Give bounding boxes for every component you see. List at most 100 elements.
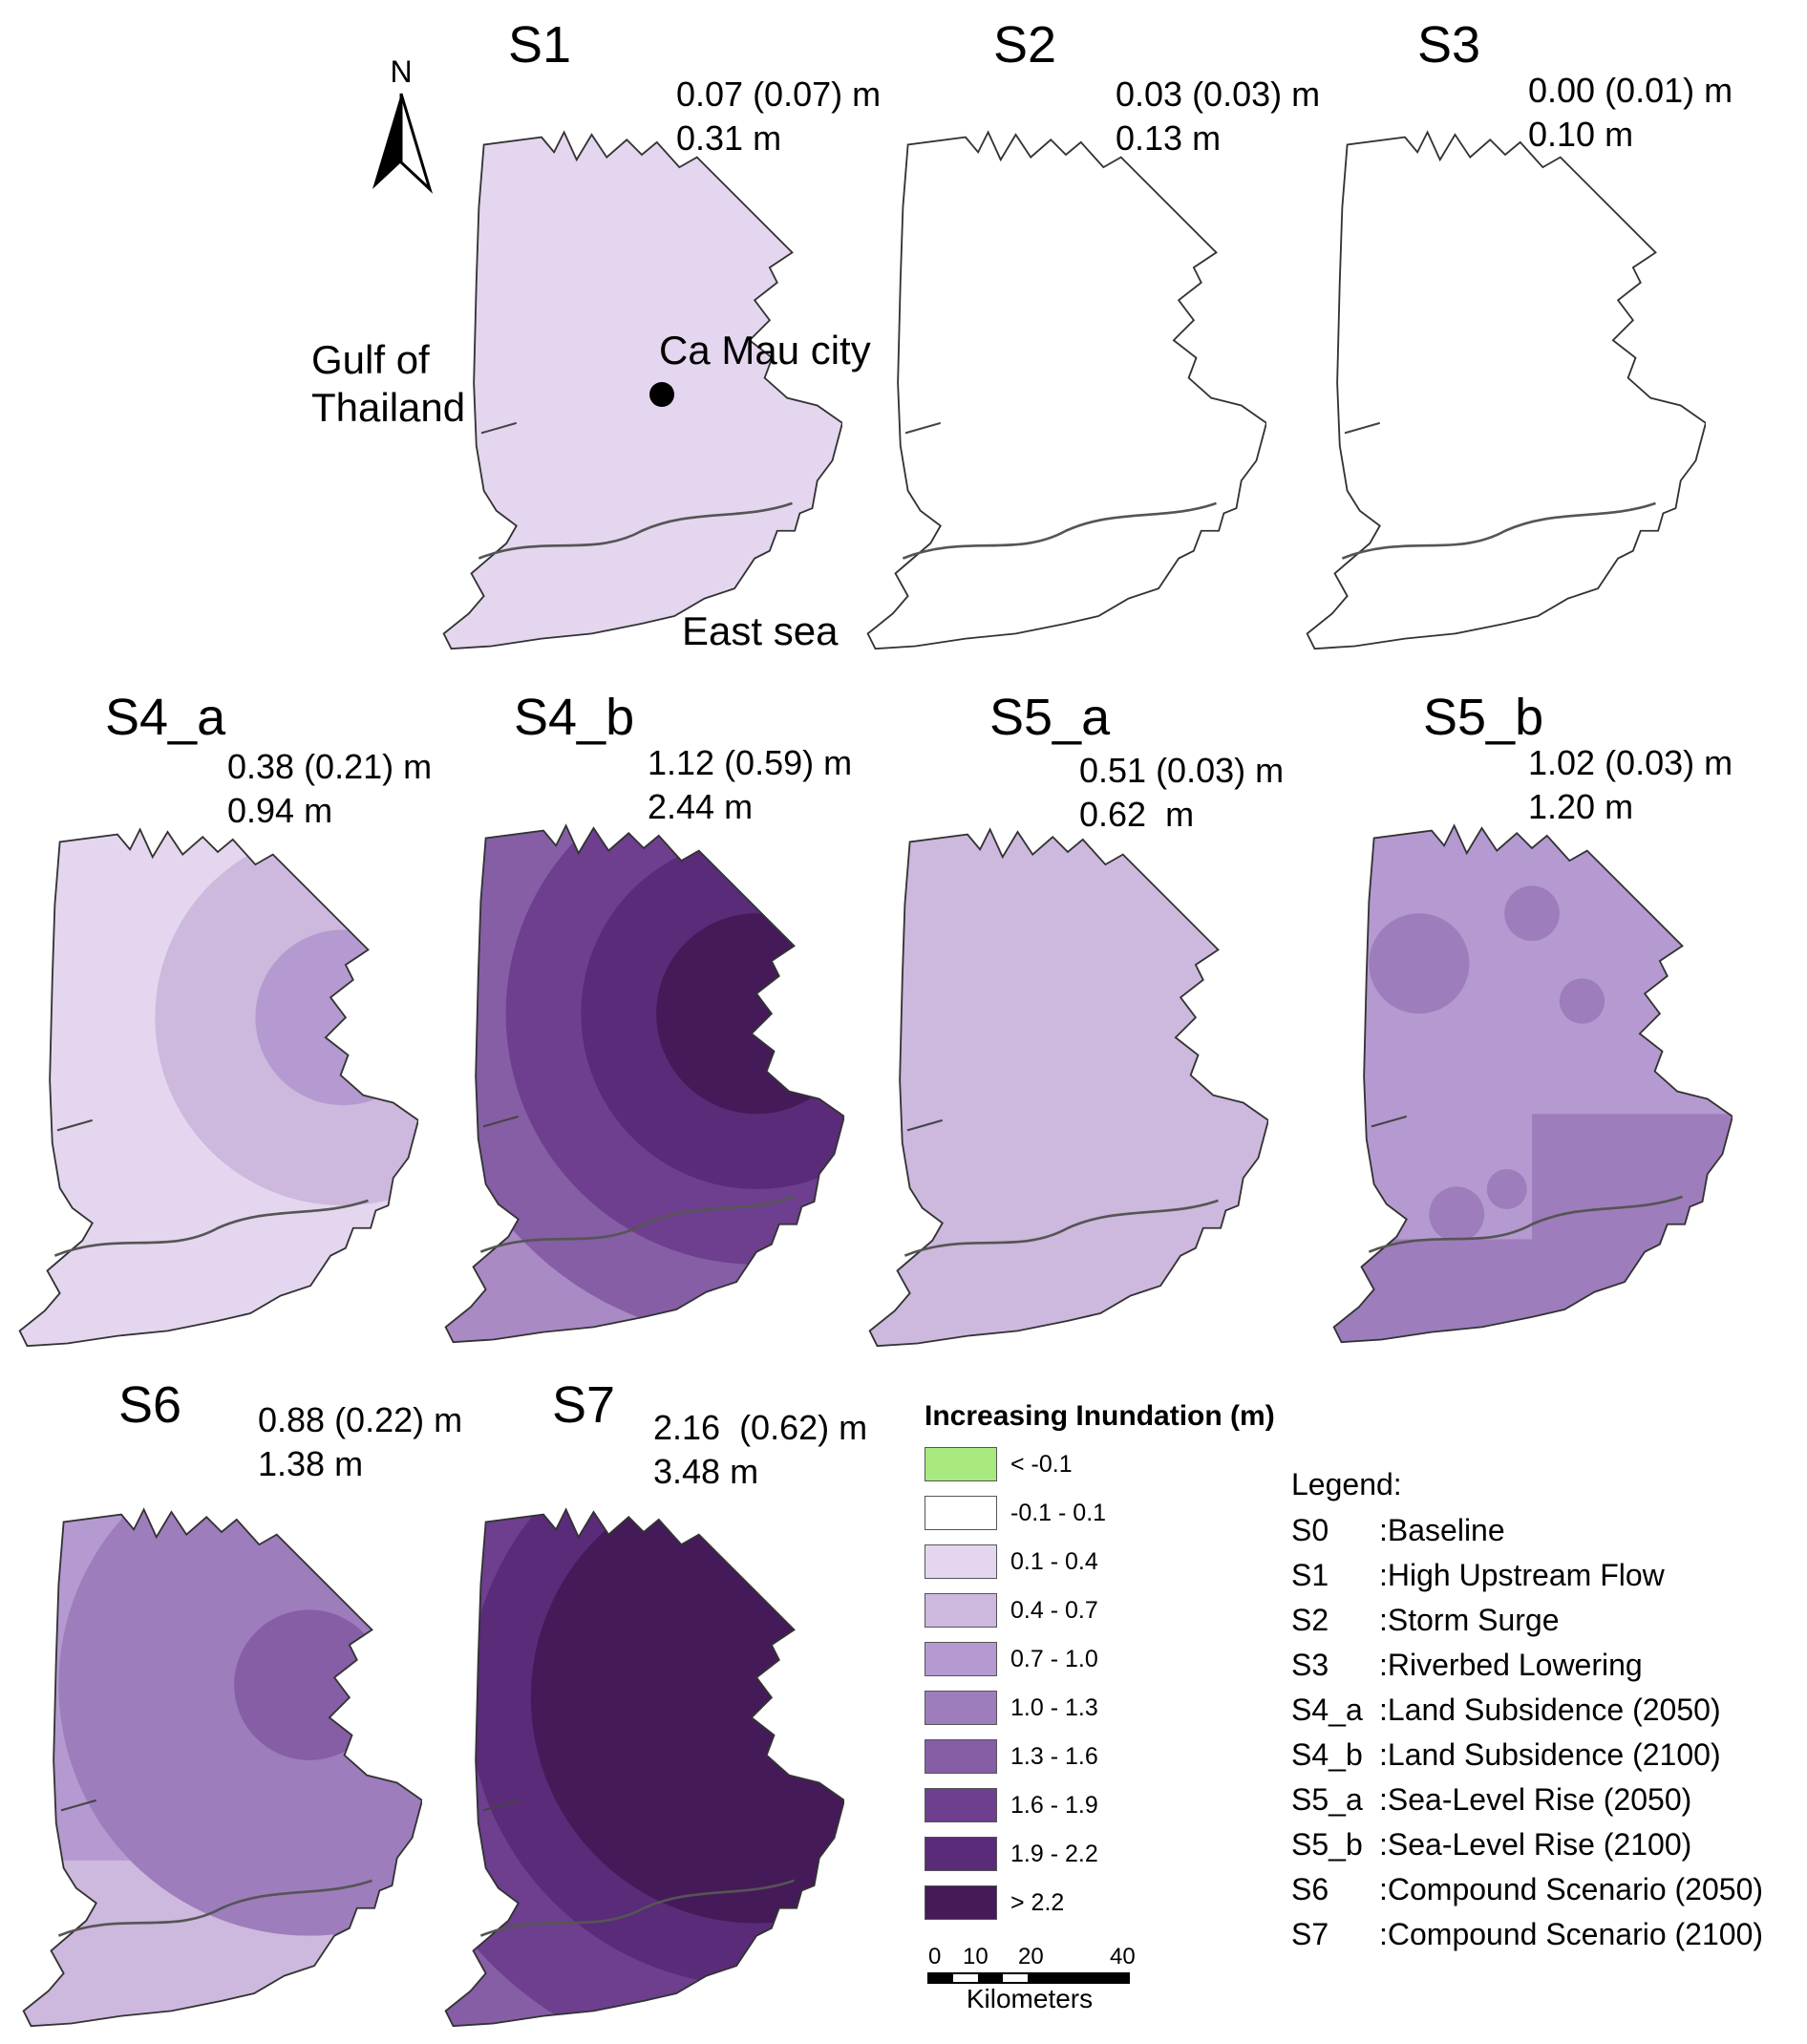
panel-stat-max: 3.48 m [653,1452,759,1491]
scenario-description: :Land Subsidence (2100) [1379,1737,1721,1772]
scenario-key-item: S4_a:Land Subsidence (2050) [1291,1693,1721,1728]
legend-label: 0.7 - 1.0 [1010,1645,1098,1672]
legend-item: -0.1 - 0.1 [925,1495,1106,1531]
gulf-label-line1: Gulf of [311,337,430,382]
scenario-description: :High Upstream Flow [1379,1558,1665,1592]
panel-title: S4_a [105,689,226,746]
panel-stats: 0.00 (0.01) m 0.10 m [1528,69,1733,157]
legend-item: 0.4 - 0.7 [925,1592,1098,1629]
legend-title: Increasing Inundation (m) [925,1400,1275,1432]
legend-label: < -0.1 [1010,1450,1073,1478]
legend-item: 0.7 - 1.0 [925,1641,1098,1677]
legend-swatch [925,1447,997,1481]
legend-label: 0.1 - 0.4 [1010,1547,1098,1575]
legend-item: 1.0 - 1.3 [925,1690,1098,1726]
panel-stat-max: 0.31 m [676,118,782,158]
legend-label: -0.1 - 0.1 [1010,1499,1107,1526]
legend-item: 1.9 - 2.2 [925,1836,1098,1872]
scenario-key-item: S6 :Compound Scenario (2050) [1291,1872,1763,1907]
scenario-code: S2 [1291,1603,1329,1637]
scenario-key-item: S2 :Storm Surge [1291,1603,1560,1638]
panel-title: S2 [993,16,1057,74]
legend-swatch [925,1593,997,1628]
panel-stat-mean: 0.88 (0.22) m [258,1400,463,1439]
legend-label: 1.0 - 1.3 [1010,1693,1098,1721]
panel-stat-max: 0.10 m [1528,115,1634,154]
legend-label: 1.9 - 2.2 [1010,1840,1098,1867]
panel-stat-max: 0.94 m [227,791,333,830]
scenario-description: :Compound Scenario (2050) [1379,1872,1764,1906]
scale-bar: 0 10 20 40 Kilometers [927,1944,1135,2013]
scenario-code: S7 [1291,1917,1329,1951]
scenario-code: S1 [1291,1558,1329,1592]
panel-stats: 2.16 (0.62) m 3.48 m [653,1406,867,1494]
panel-title: S7 [552,1376,616,1434]
scenario-description: :Land Subsidence (2050) [1379,1693,1721,1727]
scale-tick: 0 [928,1944,941,1969]
panel-stat-mean: 1.02 (0.03) m [1528,743,1733,782]
north-arrow-icon: N [372,55,434,194]
panel-title: S4_b [514,689,635,746]
inundation-map [18,827,418,1348]
panel-stat-mean: 0.51 (0.03) m [1079,751,1285,790]
ca-mau-city-label: Ca Mau city [659,328,871,373]
scenario-key-item: S5_a :Sea-Level Rise (2050) [1291,1782,1691,1818]
panel-title: S5_b [1423,689,1544,746]
panel-stats: 0.51 (0.03) m 0.62 m [1079,749,1284,837]
legend-item: 0.1 - 0.4 [925,1544,1098,1580]
scale-unit: Kilometers [967,1984,1093,2013]
scenario-code: S6 [1291,1872,1329,1906]
panel-stat-mean: 1.12 (0.59) m [648,743,853,782]
legend-label: 1.3 - 1.6 [1010,1742,1098,1770]
legend-item: < -0.1 [925,1446,1073,1482]
legend-swatch [925,1691,997,1725]
scale-tick: 20 [1018,1944,1044,1969]
scale-tick: 40 [1110,1944,1135,1969]
scenario-description: :Compound Scenario (2100) [1379,1917,1764,1951]
panel-stat-max: 1.20 m [1528,787,1634,826]
legend-swatch [925,1544,997,1579]
scenario-code: S5_b [1291,1827,1363,1862]
inundation-map [442,130,842,650]
panel-stat-max: 0.62 m [1079,795,1195,834]
legend-label: 1.6 - 1.9 [1010,1791,1098,1819]
gulf-of-thailand-label: Gulf of Thailand [311,336,465,432]
inundation-map [444,1507,844,2028]
legend-label: 0.4 - 0.7 [1010,1596,1098,1624]
inundation-map [866,130,1266,650]
north-label: N [390,55,412,89]
inundation-map [444,823,844,1344]
legend-swatch [925,1885,997,1920]
legend-item: 1.6 - 1.9 [925,1787,1098,1823]
scenario-key-item: S1 :High Upstream Flow [1291,1558,1665,1593]
scenario-description: :Baseline [1379,1513,1505,1547]
scenario-description: :Sea-Level Rise (2050) [1379,1782,1692,1817]
scenario-description: :Storm Surge [1379,1603,1560,1637]
legend-swatch [925,1739,997,1774]
panel-title: S3 [1417,16,1481,74]
east-sea-label: East sea [682,608,839,653]
panel-stat-max: 1.38 m [258,1444,364,1483]
panel-stats: 0.03 (0.03) m 0.13 m [1116,73,1320,160]
inundation-map [1306,130,1706,650]
legend-swatch [925,1642,997,1676]
panel-title: S5_a [989,689,1111,746]
panel-stat-mean: 0.38 (0.21) m [227,747,433,786]
panel-stat-max: 0.13 m [1116,118,1222,158]
scenario-key-item: S3:Riverbed Lowering [1291,1648,1643,1683]
panel-stat-max: 2.44 m [648,787,754,826]
panel-stats: 0.07 (0.07) m 0.31 m [676,73,881,160]
gulf-label-line2: Thailand [311,385,466,430]
scenario-key-item: S5_b:Sea-Level Rise (2100) [1291,1827,1691,1863]
panel-stats: 1.02 (0.03) m 1.20 m [1528,741,1733,829]
panel-stat-mean: 2.16 (0.62) m [653,1408,868,1447]
city-marker [649,382,674,407]
scenario-code: S0 [1291,1513,1329,1547]
scenario-code: S4_b [1291,1737,1363,1772]
scenario-code: S5_a [1291,1782,1363,1817]
legend-swatch [925,1837,997,1871]
legend-item: 1.3 - 1.6 [925,1738,1098,1775]
scenario-description: :Riverbed Lowering [1379,1648,1643,1682]
scale-tick: 10 [963,1944,989,1969]
panel-stat-mean: 0.07 (0.07) m [676,75,882,114]
